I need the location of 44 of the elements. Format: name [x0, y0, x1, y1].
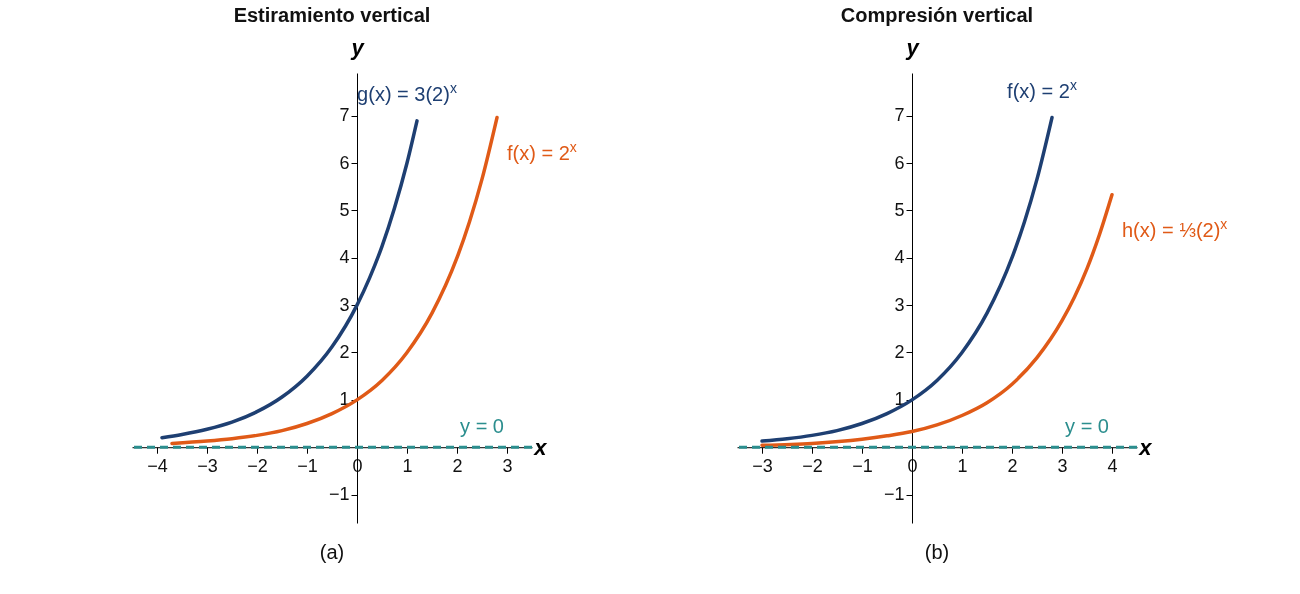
x-tick-label: −2 [247, 455, 268, 476]
x-tick-label: −2 [802, 455, 823, 476]
line-series [160, 119, 419, 440]
chart-title: Compresión vertical [840, 4, 1034, 26]
line-series [760, 192, 1114, 448]
series-label: f(x) = 2$^{x}$ [507, 138, 577, 164]
y-tick-label: −1 [328, 484, 350, 505]
series-label: g(x) = 3(2)$^{x}$ [357, 79, 457, 105]
x-tick-label: 3 [1057, 455, 1068, 476]
x-axis-title: x [533, 434, 548, 460]
y-tick-label: 3 [894, 294, 905, 315]
x-tick-label: 1 [402, 455, 413, 476]
x-tick-label: 3 [502, 455, 513, 476]
y-tick-label: 2 [339, 341, 350, 362]
text: (a) [319, 541, 345, 563]
y-tick-label: 6 [339, 152, 350, 173]
ref-line-label: y = 0 [460, 415, 504, 438]
text: (b) [924, 541, 950, 563]
y-tick-label: 7 [339, 105, 350, 126]
y-tick-label: 3 [339, 294, 350, 315]
y-tick-label: 4 [894, 247, 905, 268]
x-tick-label: −3 [197, 455, 218, 476]
x-tick-label: 2 [452, 455, 463, 476]
x-tick-label: 2 [1007, 455, 1018, 476]
y-tick-label: 5 [339, 199, 350, 220]
y-tick-label: 5 [894, 199, 905, 220]
chart-title: Estiramiento vertical [233, 4, 431, 26]
ref-line-label: y = 0 [1065, 415, 1109, 438]
x-tick-label: −3 [752, 455, 773, 476]
x-tick-label: 4 [1107, 455, 1118, 476]
x-tick-label: −4 [147, 455, 168, 476]
x-axis-title: x [1138, 434, 1153, 460]
y-tick-label: 4 [339, 247, 350, 268]
series-label: f(x) = 2$^{x}$ [1007, 76, 1077, 102]
y-tick-label: 2 [894, 341, 905, 362]
y-tick-label: 6 [894, 152, 905, 173]
y-axis-title: y [350, 34, 366, 60]
x-tick-label: −1 [852, 455, 873, 476]
x-tick-label: 1 [957, 455, 968, 476]
y-tick-label: −1 [883, 484, 905, 505]
series-label: h(x) = ⅓(2)$^{x}$ [1122, 215, 1228, 241]
y-tick-label: 7 [894, 105, 905, 126]
y-axis-title: y [905, 34, 921, 60]
x-tick-label: −1 [297, 455, 318, 476]
